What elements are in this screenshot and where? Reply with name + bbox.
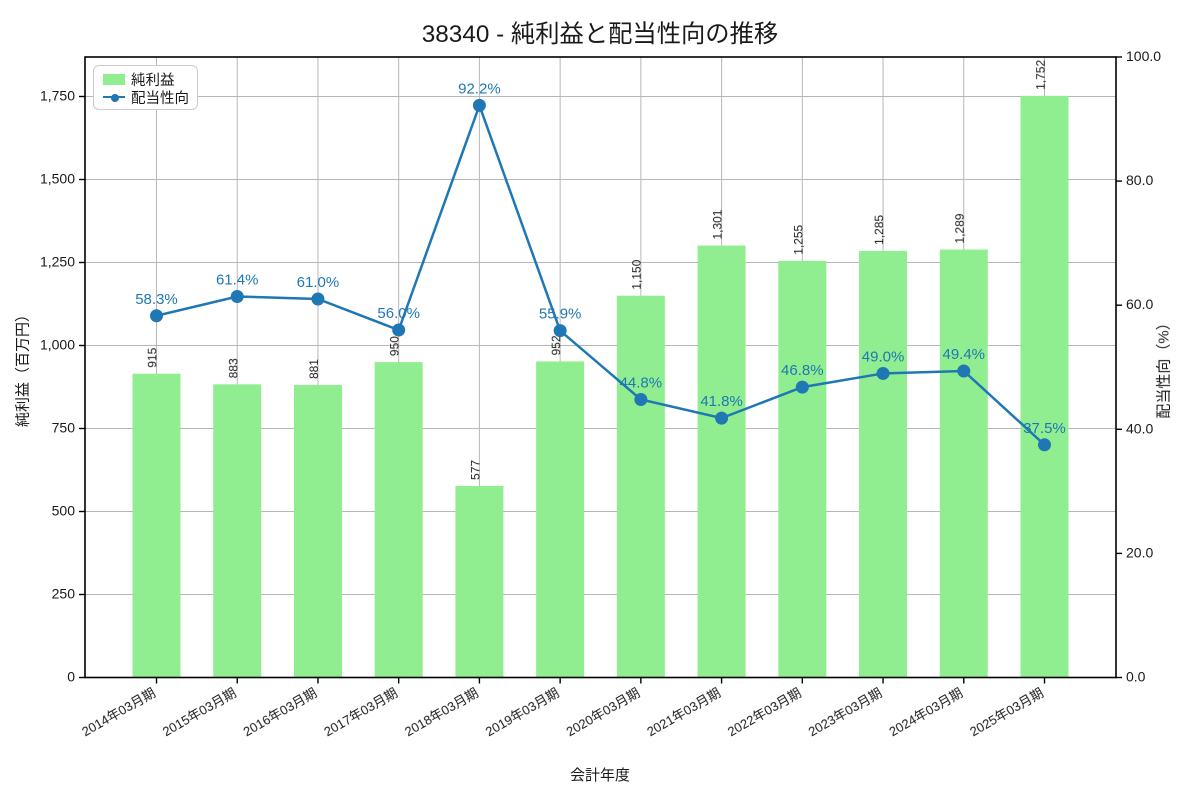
svg-text:2016年03月期: 2016年03月期 (241, 685, 320, 739)
svg-text:915: 915 (146, 347, 160, 367)
svg-text:2019年03月期: 2019年03月期 (483, 685, 562, 739)
svg-text:2020年03月期: 2020年03月期 (564, 685, 643, 739)
svg-text:0: 0 (67, 669, 75, 685)
svg-text:1,289: 1,289 (953, 213, 967, 243)
svg-text:1,500: 1,500 (40, 171, 75, 187)
svg-text:2017年03月期: 2017年03月期 (321, 685, 400, 739)
svg-text:2014年03月期: 2014年03月期 (79, 685, 158, 739)
svg-text:58.3%: 58.3% (135, 291, 178, 308)
svg-text:2024年03月期: 2024年03月期 (886, 685, 965, 739)
svg-text:750: 750 (52, 420, 76, 436)
svg-text:1,752: 1,752 (1034, 59, 1048, 89)
svg-text:61.0%: 61.0% (297, 274, 340, 291)
svg-text:2018年03月期: 2018年03月期 (402, 685, 481, 739)
svg-text:1,255: 1,255 (791, 224, 805, 254)
svg-text:1,000: 1,000 (40, 337, 75, 353)
svg-text:0.0: 0.0 (1126, 669, 1146, 685)
svg-text:1,285: 1,285 (872, 215, 886, 245)
svg-text:2022年03月期: 2022年03月期 (725, 685, 804, 739)
svg-text:49.4%: 49.4% (942, 346, 985, 363)
svg-text:60.0: 60.0 (1126, 296, 1153, 312)
svg-text:2015年03月期: 2015年03月期 (160, 685, 239, 739)
svg-text:2023年03月期: 2023年03月期 (806, 685, 885, 739)
svg-text:577: 577 (468, 460, 482, 480)
svg-text:1,250: 1,250 (40, 254, 75, 270)
svg-text:92.2%: 92.2% (458, 80, 501, 97)
svg-text:250: 250 (52, 586, 76, 602)
svg-text:37.5%: 37.5% (1023, 420, 1066, 437)
svg-text:2025年03月期: 2025年03月期 (967, 685, 1046, 739)
svg-text:881: 881 (307, 359, 321, 379)
svg-text:56.0%: 56.0% (377, 305, 420, 322)
svg-text:40.0: 40.0 (1126, 420, 1153, 436)
svg-text:2021年03月期: 2021年03月期 (644, 685, 723, 739)
svg-text:1,750: 1,750 (40, 88, 75, 104)
svg-text:883: 883 (226, 358, 240, 378)
svg-text:61.4%: 61.4% (216, 272, 259, 289)
svg-text:44.8%: 44.8% (620, 375, 663, 392)
svg-text:950: 950 (388, 336, 402, 356)
svg-text:55.9%: 55.9% (539, 306, 582, 323)
svg-text:100.0: 100.0 (1126, 48, 1161, 64)
svg-text:49.0%: 49.0% (862, 348, 905, 365)
svg-text:1,301: 1,301 (711, 209, 725, 239)
svg-text:20.0: 20.0 (1126, 544, 1153, 560)
svg-text:500: 500 (52, 503, 76, 519)
svg-text:1,150: 1,150 (630, 259, 644, 289)
svg-text:952: 952 (549, 335, 563, 355)
svg-text:46.8%: 46.8% (781, 362, 824, 379)
svg-text:80.0: 80.0 (1126, 172, 1153, 188)
svg-text:41.8%: 41.8% (700, 393, 743, 410)
